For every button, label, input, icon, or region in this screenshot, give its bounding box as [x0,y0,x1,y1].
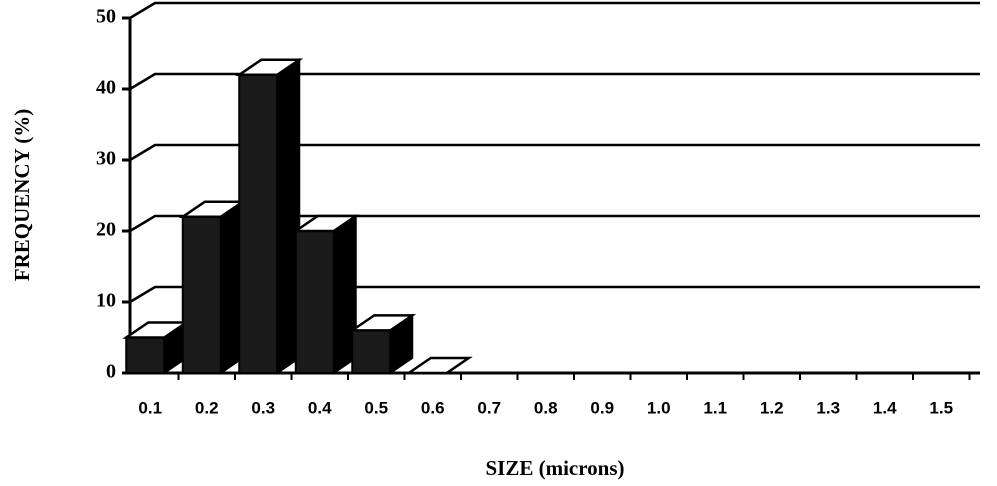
y-tick-label: 30 [96,148,116,170]
bar-top [235,58,304,77]
bar [181,215,222,374]
x-tick-label: 1.1 [703,398,727,417]
x-tick-label: 1.4 [873,398,897,417]
bar [351,329,392,374]
grid-line [129,72,980,91]
bar-top [291,214,360,233]
grid-line [129,214,980,233]
x-tick-label: 0.2 [195,398,219,417]
x-tick-label: 1.5 [929,398,953,417]
y-axis-label: FREQUENCY (%) [10,109,34,281]
x-tick-label: 1.2 [760,398,784,417]
y-tick-label: 0 [106,361,116,383]
bar-top [348,314,417,332]
bar [238,73,279,375]
bar [294,230,335,374]
x-tick-label: 0.6 [421,398,445,417]
y-tick-label: 40 [96,77,116,99]
x-tick-label: 0.8 [534,398,558,417]
x-tick-label: 0.3 [251,398,275,417]
y-tick-label: 10 [96,290,116,312]
bar-top [404,356,473,375]
x-tick-label: 0.5 [364,398,388,417]
x-axis-label: SIZE (microns) [485,456,624,480]
bar [125,336,166,374]
x-tick-label: 0.4 [308,398,332,417]
x-tick-label: 1.0 [647,398,671,417]
x-tick-label: 0.1 [138,398,162,417]
x-tick-label: 1.3 [816,398,840,417]
grid-line [129,143,980,162]
grid-line [129,1,980,20]
x-tick-label: 0.9 [590,398,614,417]
x-tick-label: 0.7 [477,398,501,417]
y-tick-label: 20 [96,219,116,241]
y-tick-label: 50 [96,6,116,28]
grid-line [129,285,980,304]
